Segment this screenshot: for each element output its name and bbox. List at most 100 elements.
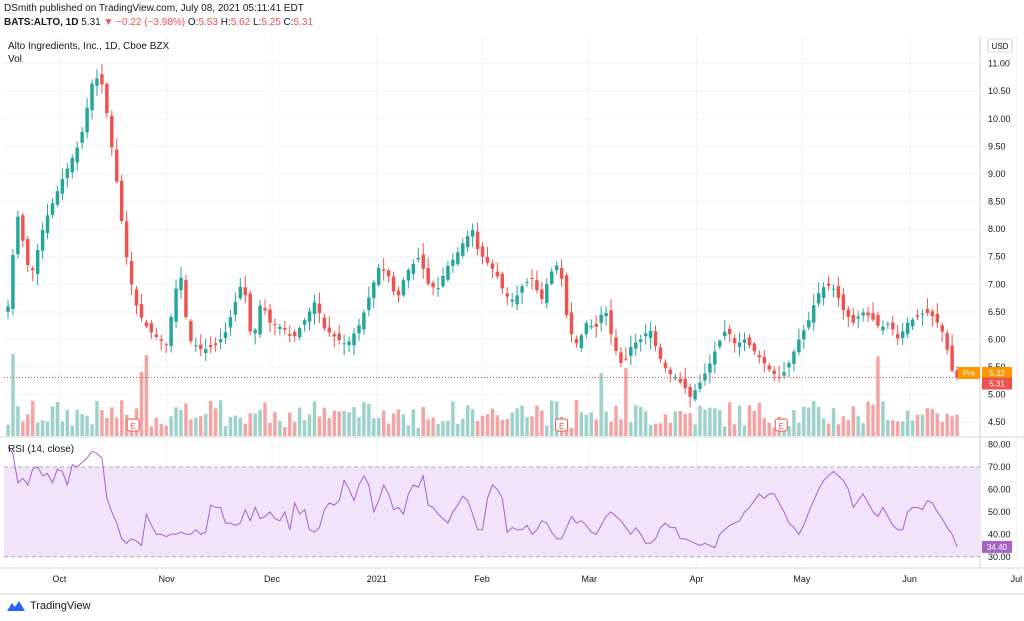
price-tick-label: 10.50	[988, 86, 1011, 96]
volume-bar	[302, 420, 307, 436]
candle-body	[273, 324, 277, 326]
time-tick-label: Nov	[159, 574, 176, 584]
volume-bar	[836, 424, 841, 436]
candle-body	[129, 261, 134, 285]
rsi-tick-label: 30.00	[988, 552, 1011, 562]
volume-bar	[678, 411, 682, 436]
time-tick-label: Jun	[902, 574, 917, 584]
volume-bar	[268, 423, 272, 436]
volume-bar	[35, 422, 40, 436]
volume-bar	[910, 420, 915, 436]
candle-body	[821, 287, 826, 298]
footer-brand[interactable]: TradingView	[6, 600, 91, 612]
candle-body	[362, 312, 366, 330]
candle-body	[614, 337, 618, 351]
candle-body	[490, 263, 495, 269]
close-label: C:	[283, 17, 294, 28]
candle-body	[510, 299, 514, 302]
candle-body	[391, 276, 396, 292]
volume-bar	[861, 423, 865, 436]
candle-body	[732, 338, 737, 344]
candle-body	[347, 341, 351, 345]
volume-bar	[80, 414, 84, 436]
volume-bar	[619, 419, 623, 436]
volume-bar	[495, 415, 500, 436]
candle-body	[263, 308, 267, 311]
candle-body	[554, 265, 559, 271]
candle-body	[905, 322, 910, 334]
volume-bar	[708, 407, 712, 436]
time-tick-label: Jul	[1011, 574, 1023, 584]
volume-bar	[638, 406, 643, 436]
volume-bar	[757, 402, 762, 436]
volume-bar	[930, 408, 935, 436]
volume-bar	[194, 417, 198, 436]
volume-bar	[184, 403, 188, 436]
volume-bar	[846, 419, 851, 436]
volume-bar	[372, 418, 376, 436]
volume-bar	[816, 406, 821, 436]
volume-bar	[243, 423, 247, 436]
volume-bar	[589, 412, 594, 436]
candle-body	[831, 288, 836, 290]
volume-bar	[866, 401, 870, 436]
volume-bar	[767, 422, 771, 436]
candle-body	[871, 313, 875, 320]
volume-bar	[421, 406, 425, 436]
candle-body	[21, 215, 25, 241]
volume-bar	[322, 407, 327, 436]
candle-body	[767, 365, 771, 370]
volume-bar	[480, 415, 485, 436]
time-tick-label: Dec	[264, 574, 281, 584]
volume-bar	[238, 417, 243, 436]
footer-brand-label: TradingView	[30, 600, 91, 612]
volume-bar	[451, 401, 455, 436]
volume-bar	[391, 413, 396, 436]
volume-bar	[732, 424, 737, 436]
last-value-badge	[982, 377, 1012, 390]
time-tick-label: 2021	[367, 574, 387, 584]
volume-bar	[727, 402, 732, 436]
pre-value: 5.32	[989, 369, 1005, 378]
symbol-label: BATS:ALTO, 1D	[4, 17, 79, 28]
candle-body	[203, 349, 208, 353]
pre-value-badge	[982, 366, 1012, 379]
volume-bar	[317, 416, 322, 436]
rsi-line	[7, 446, 958, 549]
time-tick-label: Oct	[52, 574, 67, 584]
volume-bar	[876, 356, 880, 436]
candle-body	[288, 334, 292, 336]
volume-bar	[367, 403, 371, 436]
volume-bar	[352, 407, 356, 436]
volume-bar	[807, 407, 811, 436]
candle-body	[545, 284, 549, 304]
candle-body	[416, 257, 420, 260]
candle-body	[456, 252, 460, 264]
candle-body	[925, 308, 930, 314]
volume-bar	[905, 410, 910, 436]
volume-bar	[718, 410, 722, 436]
volume-bar	[535, 405, 539, 436]
volume-bar	[386, 423, 391, 436]
volume-bar	[886, 419, 890, 436]
candle-body	[653, 331, 658, 347]
publisher-line: DSmith published on TradingView.com, Jul…	[4, 3, 304, 14]
candle-body	[579, 335, 584, 348]
volume-bar	[258, 409, 262, 436]
volume-bar	[342, 410, 346, 436]
volume-bar	[292, 421, 297, 436]
candle-body	[787, 363, 791, 368]
candle-body	[718, 340, 722, 347]
volume-bar	[841, 416, 846, 436]
volume-bar	[515, 408, 519, 436]
earnings-marker-label: E	[559, 422, 564, 431]
volume-bar	[139, 371, 144, 436]
candle-body	[411, 263, 416, 275]
tradingview-logo-icon	[7, 601, 25, 611]
candle-body	[386, 270, 391, 277]
candle-body	[713, 351, 717, 365]
candle-body	[100, 74, 104, 85]
candle-body	[164, 344, 168, 346]
candle-body	[119, 180, 124, 221]
